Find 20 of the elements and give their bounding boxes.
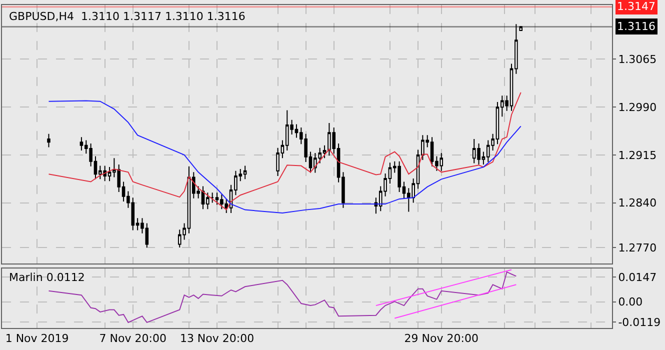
y-tick-label: 1.2770 — [618, 241, 657, 254]
candlestick — [243, 165, 247, 180]
ref-line-label: 1.3147 — [617, 0, 656, 13]
chart-title: Marlin 0.0112 — [9, 271, 85, 284]
line-series — [48, 271, 517, 323]
candlestick — [47, 133, 50, 148]
y-tick-label: 1.2915 — [618, 148, 657, 162]
x-tick-label: 29 Nov 20:00 — [404, 332, 478, 346]
y-tick-label: 0.00 — [618, 296, 643, 309]
x-tick-label: 7 Nov 20:00 — [99, 332, 166, 346]
y-tick-label: 1.2840 — [618, 196, 657, 210]
text: GBPUSD,H4 1.3110 1.3117 1.3110 1.3116 — [9, 10, 246, 23]
x-tick-label: 13 Nov 20:00 — [180, 332, 254, 346]
y-tick-label: 0.0147 — [618, 270, 657, 284]
y-tick-label: -0.0119 — [618, 316, 661, 329]
x-tick-label: 1 Nov 2019 — [5, 332, 69, 346]
ref-line-label: 1.3116 — [617, 20, 656, 33]
y-tick-label: 1.3065 — [618, 53, 657, 66]
candlestick — [519, 26, 522, 32]
y-tick-label: 1.2990 — [618, 100, 657, 114]
